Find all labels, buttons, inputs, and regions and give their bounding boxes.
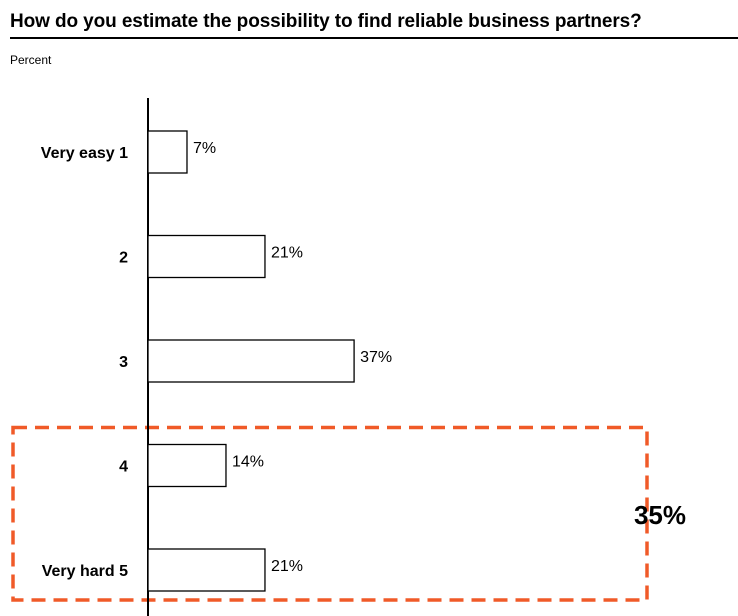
- value-label: 21%: [271, 558, 303, 575]
- bar: [147, 548, 266, 592]
- category-label: 3: [119, 354, 128, 371]
- chart-title: How do you estimate the possibility to f…: [10, 11, 642, 32]
- category-label: 2: [119, 250, 128, 267]
- value-label: 7%: [193, 140, 216, 157]
- category-label: Very easy 1: [41, 145, 128, 162]
- value-label: 37%: [360, 349, 392, 366]
- bar: [147, 234, 266, 279]
- bar: [147, 130, 188, 174]
- value-label: 14%: [232, 454, 264, 471]
- category-label: 4: [119, 459, 128, 476]
- value-label: 21%: [271, 245, 303, 262]
- category-label: Very hard 5: [42, 563, 128, 580]
- unit-label: Percent: [10, 53, 52, 67]
- highlight-total-label: 35%: [634, 500, 686, 530]
- bar: [147, 443, 227, 488]
- bar: [147, 339, 355, 383]
- title-underline: [10, 37, 738, 39]
- highlight-box: [11, 425, 649, 602]
